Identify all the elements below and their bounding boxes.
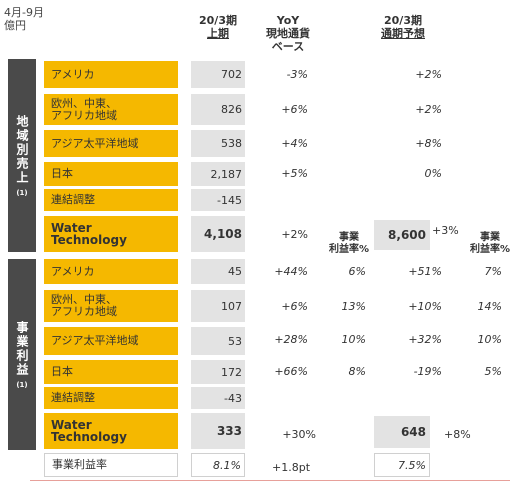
h1-value: -145 [191, 189, 245, 211]
op-margin-header: 事業 利益率% [328, 232, 370, 255]
margin-value: 10% [341, 333, 366, 346]
h1-value: 107 [191, 290, 245, 322]
fy-margin-total-value: 7.5% [374, 453, 430, 477]
yoy-value: +6% [281, 103, 308, 116]
row-label: アジア太平洋地域 [44, 130, 178, 157]
currency-unit-label: 億円 [4, 19, 26, 32]
fy-total-value: 648 [374, 416, 430, 448]
margin-value: 6% [348, 265, 366, 278]
unit-label: 4月-9月 億円 [4, 6, 44, 32]
margin-yoy-value: +1.8pt [272, 461, 311, 474]
h1-margin-value: 8.1% [191, 453, 245, 477]
fy-yoy-total-value: +3% [432, 224, 459, 237]
h1-value: 702 [191, 61, 245, 88]
row-label: アメリカ [44, 61, 178, 88]
fy-yoy-value: +8% [415, 137, 442, 150]
margin-value: 8% [348, 365, 366, 378]
h1-total-value: 4,108 [191, 216, 245, 252]
yoy-value: +44% [274, 265, 308, 278]
margin-row-label: 事業利益率 [44, 453, 178, 477]
fy-yoy-value: +2% [415, 103, 442, 116]
header-h1: 20/3期 上期 [199, 14, 237, 40]
fy-yoy-total-value: +8% [444, 428, 471, 441]
row-label: 日本 [44, 162, 178, 186]
fy-yoy-value: +51% [408, 265, 442, 278]
yoy-value: +28% [274, 333, 308, 346]
yoy-value: +5% [281, 167, 308, 180]
yoy-value: -3% [286, 68, 308, 81]
bottom-divider [30, 480, 510, 481]
row-label: 欧州、中東、 アフリカ地域 [44, 290, 178, 322]
header-fy: 20/3期 通期予想 [381, 14, 425, 40]
period-label: 4月-9月 [4, 6, 44, 19]
header-yoy: YoY 現地通貨 ベース [266, 14, 310, 53]
fy-margin-value: 7% [484, 265, 502, 278]
fy-total-value: 8,600 [374, 220, 430, 250]
fy-margin-value: 14% [477, 300, 502, 313]
row-label: アジア太平洋地域 [44, 327, 178, 355]
h1-total-value: 333 [191, 413, 245, 449]
yoy-total-value: +2% [281, 228, 308, 241]
row-label-total: Water Technology [44, 216, 178, 252]
fy-margin-value: 5% [484, 365, 502, 378]
h1-value: -43 [191, 387, 245, 409]
row-label: 欧州、中東、 アフリカ地域 [44, 94, 178, 125]
row-label: 連結調整 [44, 387, 178, 409]
fy-yoy-value: 0% [424, 167, 442, 180]
fy-op-margin-header: 事業 利益率% [469, 232, 511, 255]
yoy-value: +4% [281, 137, 308, 150]
row-label: 日本 [44, 360, 178, 384]
h1-value: 2,187 [191, 162, 245, 186]
fy-yoy-value: +32% [408, 333, 442, 346]
yoy-value: +66% [274, 365, 308, 378]
fy-margin-value: 10% [477, 333, 502, 346]
h1-value: 53 [191, 327, 245, 355]
side-label-profit: 事業利益 (1) [8, 259, 36, 450]
h1-value: 538 [191, 130, 245, 157]
row-label: 連結調整 [44, 189, 178, 211]
h1-value: 172 [191, 360, 245, 384]
h1-value: 45 [191, 259, 245, 284]
yoy-value: +6% [281, 300, 308, 313]
yoy-total-value: +30% [282, 428, 316, 441]
row-label: アメリカ [44, 259, 178, 284]
h1-value: 826 [191, 94, 245, 125]
side-label-sales: 地域別売上 (1) [8, 59, 36, 252]
margin-value: 13% [341, 300, 366, 313]
fy-yoy-value: -19% [413, 365, 442, 378]
fy-yoy-value: +2% [415, 68, 442, 81]
row-label-total: Water Technology [44, 413, 178, 449]
fy-yoy-value: +10% [408, 300, 442, 313]
